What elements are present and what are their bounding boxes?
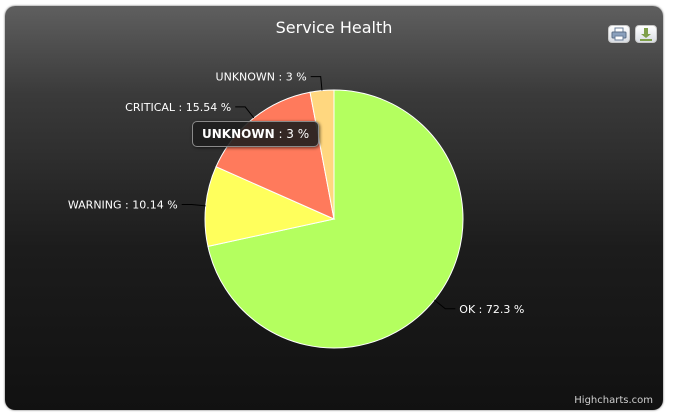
download-icon <box>640 28 652 41</box>
data-label-critical: CRITICAL : 15.54 % <box>125 101 231 114</box>
credits-link[interactable]: Highcharts.com <box>574 395 653 406</box>
connector-warning <box>181 204 206 207</box>
connector-unknown <box>310 76 323 91</box>
pie-chart: Service Health OK : 72.3 % WARNING : 10.1… <box>68 18 653 406</box>
chart-container: Service Health OK : 72.3 % WARNING : 10.1… <box>5 6 663 410</box>
data-label-unknown: UNKNOWN : 3 % <box>216 71 307 84</box>
tooltip-value: : 3 % <box>278 127 310 141</box>
connector-ok <box>434 299 456 310</box>
chart-title: Service Health <box>276 18 393 37</box>
tooltip-series-name: UNKNOWN <box>202 127 275 141</box>
printer-icon <box>611 27 627 41</box>
pie-slice-warning[interactable] <box>204 166 336 247</box>
print-button[interactable] <box>608 25 630 43</box>
data-label-ok: OK : 72.3 % <box>459 303 524 316</box>
data-label-warning: WARNING : 10.14 % <box>68 199 178 212</box>
connector-critical <box>235 106 255 119</box>
export-button[interactable] <box>635 25 657 43</box>
slice-tooltip: UNKNOWN : 3 % <box>192 121 320 147</box>
